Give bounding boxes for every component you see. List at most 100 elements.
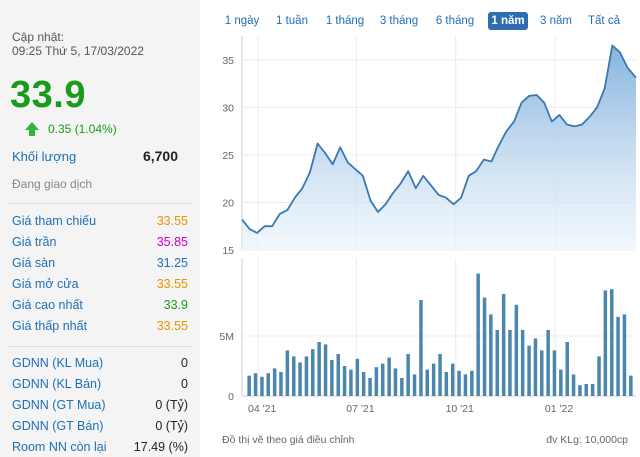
volume-bar	[508, 330, 512, 396]
update-label: Cập nhật:	[12, 30, 65, 44]
price-row-label: Giá mở cửa	[12, 277, 79, 291]
volume-bar	[629, 375, 633, 396]
price-row-value: 33.55	[156, 277, 188, 291]
chart-footnote: Đồ thị vẽ theo giá điều chỉnh	[222, 434, 355, 446]
volume-bar	[584, 384, 588, 396]
foreign-row-label: GDNN (GT Bán)	[12, 419, 104, 433]
foreign-row: Room NN còn lại 17.49 (%)	[12, 440, 188, 457]
tab-6-months[interactable]: 6 tháng	[435, 15, 475, 27]
volume-bar	[495, 330, 499, 396]
volume-label: Khối lượng	[12, 149, 77, 164]
tab-1-month[interactable]: 1 tháng	[325, 15, 365, 27]
price-row-value: 33.9	[163, 298, 188, 312]
volume-bar	[349, 369, 353, 396]
volume-tick-label: 0	[228, 391, 234, 403]
update-time: 09:25 Thứ 5, 17/03/2022	[12, 44, 144, 58]
foreign-row-value: 17.49 (%)	[133, 440, 188, 454]
volume-bar	[330, 360, 334, 396]
foreign-row-label: Room NN còn lại	[12, 440, 107, 454]
price-row-label: Giá sàn	[12, 256, 56, 270]
volume-bar	[400, 378, 404, 396]
foreign-row-value: 0 (Tỷ)	[155, 398, 188, 412]
volume-bar	[527, 345, 531, 396]
volume-bar	[419, 300, 423, 396]
volume-bar	[489, 314, 493, 396]
volume-bar	[622, 314, 627, 396]
price-volume-chart: 35 30 25 20 15 5M 0 04 '21 07 '21 10 '21 01 '22	[200, 36, 640, 436]
price-row: Giá sàn 31.25	[12, 256, 188, 276]
foreign-row-value: 0 (Tỷ)	[155, 419, 188, 433]
price-row-value: 33.55	[156, 214, 188, 228]
foreign-row-value: 0	[181, 377, 188, 391]
volume-bar	[463, 374, 468, 396]
volume-bar	[292, 356, 296, 396]
volume-bar	[304, 356, 309, 396]
tab-1-day[interactable]: 1 ngày	[224, 15, 260, 27]
volume-bar	[311, 349, 315, 396]
range-tabs: 1 ngày 1 tuần 1 tháng 3 tháng 6 tháng 1 …	[218, 11, 638, 31]
volume-bar	[451, 363, 455, 396]
tab-3-months[interactable]: 3 tháng	[379, 15, 419, 27]
price-tick-label: 15	[222, 245, 234, 257]
volume-bar	[342, 366, 347, 396]
volume-bar	[514, 304, 519, 396]
volume-bar	[323, 344, 328, 396]
volume-bar	[406, 354, 410, 396]
x-tick-label: 10 '21	[446, 403, 474, 415]
volume-tick-label: 5M	[219, 331, 234, 343]
price-row-label: Giá thấp nhất	[12, 319, 88, 333]
foreign-row: GDNN (GT Mua) 0 (Tỷ)	[12, 398, 188, 418]
volume-bar	[540, 350, 544, 396]
arrow-up-icon	[25, 122, 39, 136]
foreign-row-label: GDNN (KL Bán)	[12, 377, 102, 391]
price-row: Giá mở cửa 33.55	[12, 277, 188, 297]
tab-all[interactable]: Tất cả	[588, 15, 620, 27]
volume-bar	[374, 367, 379, 396]
price-row: Giá trần 35.85	[12, 235, 188, 255]
volume-bar	[565, 342, 569, 396]
volume-bar	[444, 372, 449, 396]
volume-bar	[616, 316, 620, 396]
foreign-row: GDNN (GT Bán) 0 (Tỷ)	[12, 419, 188, 439]
x-tick-label: 07 '21	[346, 403, 374, 415]
volume-bar	[317, 342, 321, 396]
volume-bar	[285, 350, 290, 396]
price-row: Giá tham chiếu 33.55	[12, 214, 188, 234]
volume-bar	[559, 369, 563, 396]
x-tick-label: 01 '22	[545, 403, 573, 415]
price-line	[241, 44, 637, 234]
tab-1-week[interactable]: 1 tuần	[276, 15, 308, 27]
volume-bar	[361, 372, 366, 396]
tab-3-years[interactable]: 3 năm	[540, 15, 572, 27]
volume-bar	[590, 384, 595, 396]
volume-bar	[355, 358, 360, 396]
stock-summary-panel: Cập nhật: 09:25 Thứ 5, 17/03/2022 33.9 0…	[0, 0, 200, 457]
current-price: 33.9	[10, 74, 86, 116]
volume-bar	[597, 356, 601, 396]
price-row-value: 33.55	[156, 319, 188, 333]
volume-bar	[381, 363, 385, 396]
volume-bar	[298, 362, 302, 396]
foreign-row: GDNN (KL Mua) 0	[12, 356, 188, 376]
x-tick-label: 04 '21	[248, 403, 276, 415]
price-row-label: Giá cao nhất	[12, 298, 83, 312]
divider	[8, 203, 192, 204]
volume-bar	[603, 290, 608, 396]
volume-unit-note: đv KLg: 10,000cp	[546, 434, 628, 446]
price-row: Giá cao nhất 33.9	[12, 298, 188, 318]
volume-bar	[266, 373, 270, 396]
tab-1-year[interactable]: 1 năm	[488, 12, 528, 30]
chart-canvas: 35 30 25 20 15 5M 0 04 '21 07 '21 10 '21 01 '22	[219, 36, 637, 415]
volume-bar	[387, 357, 391, 396]
volume-bar	[457, 370, 461, 396]
volume-bar	[578, 385, 582, 396]
volume-bar	[552, 350, 557, 396]
volume-value: 6,700	[142, 148, 178, 164]
trading-status: Đang giao dịch	[12, 177, 93, 191]
foreign-row: GDNN (KL Bán) 0	[12, 377, 188, 397]
volume-bar	[253, 373, 258, 396]
price-row-label: Giá tham chiếu	[12, 214, 97, 228]
volume-bar	[336, 354, 340, 396]
volume-bar	[546, 330, 550, 396]
volume-bar	[438, 354, 442, 396]
